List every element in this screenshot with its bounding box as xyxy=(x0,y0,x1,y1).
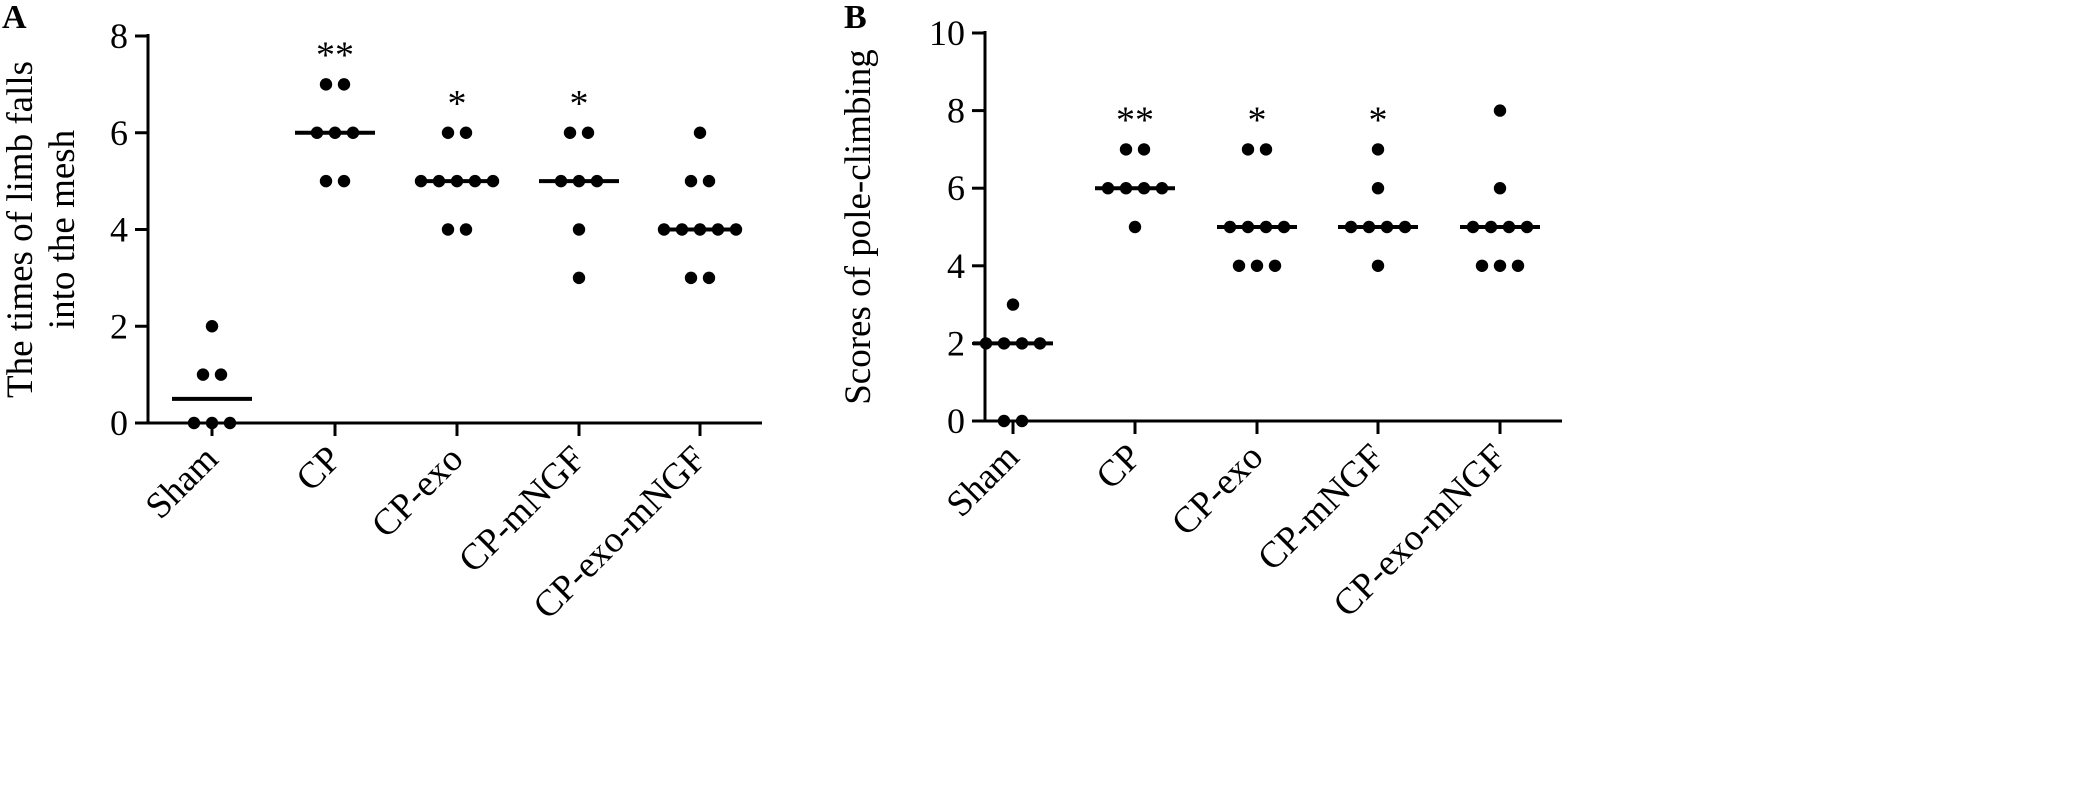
y-tick-label: 6 xyxy=(110,113,128,153)
y-tick-label: 4 xyxy=(110,210,128,250)
data-point xyxy=(459,126,473,139)
data-point xyxy=(1232,259,1246,272)
data-point xyxy=(1371,182,1385,195)
significance-marker: * xyxy=(448,83,467,125)
data-point xyxy=(1259,143,1273,156)
y-tick-label: 6 xyxy=(947,168,965,208)
data-point xyxy=(1250,259,1264,272)
y-tick-label: 2 xyxy=(947,323,965,363)
data-point xyxy=(214,368,228,381)
category-label: CP-exo xyxy=(364,438,471,545)
data-point xyxy=(572,223,586,236)
data-point xyxy=(1137,143,1151,156)
significance-marker: ** xyxy=(316,34,354,76)
data-point xyxy=(337,174,351,188)
data-point xyxy=(684,174,698,188)
data-point xyxy=(1119,143,1133,156)
data-point xyxy=(563,126,577,139)
data-point xyxy=(1493,104,1507,117)
data-point xyxy=(187,416,201,430)
data-point xyxy=(693,126,707,139)
significance-marker: ** xyxy=(1116,99,1154,141)
panel-letter: B xyxy=(844,0,867,36)
data-point xyxy=(1241,143,1255,156)
data-point xyxy=(441,126,455,139)
data-point xyxy=(1371,143,1385,156)
data-point xyxy=(459,223,473,236)
data-point xyxy=(196,368,210,381)
y-tick-label: 10 xyxy=(929,13,965,53)
data-point xyxy=(1475,259,1489,272)
significance-marker: * xyxy=(1248,99,1267,141)
data-point xyxy=(702,271,716,285)
data-point xyxy=(1268,259,1282,272)
y-tick-label: 2 xyxy=(110,306,128,346)
data-point xyxy=(337,78,351,91)
y-tick-label: 8 xyxy=(947,91,965,131)
data-point xyxy=(319,78,333,91)
chart-panel-a: A 0 2 4 6 8 The times of limb falls into the me… xyxy=(0,0,762,627)
data-point xyxy=(1006,298,1020,311)
significance-marker: * xyxy=(570,83,589,125)
data-point xyxy=(223,416,237,430)
category-label: Sham xyxy=(939,436,1028,525)
data-point xyxy=(319,174,333,188)
y-tick-label: 8 xyxy=(110,16,128,56)
data-point xyxy=(1493,259,1507,272)
y-axis-title: Scores of pole-climbing xyxy=(838,49,879,405)
data-point xyxy=(997,414,1011,428)
data-point xyxy=(702,174,716,188)
y-axis-title: into the mesh xyxy=(42,129,83,329)
data-point xyxy=(1128,220,1142,234)
y-tick-label: 4 xyxy=(947,246,965,286)
category-label: CP xyxy=(1088,436,1149,497)
data-point xyxy=(581,126,595,139)
y-tick-label: 0 xyxy=(947,401,965,441)
data-point xyxy=(1511,259,1525,272)
category-label: Sham xyxy=(138,438,227,527)
data-point xyxy=(572,271,586,285)
data-point xyxy=(1493,182,1507,195)
data-point xyxy=(441,223,455,236)
y-tick-label: 0 xyxy=(110,403,128,443)
category-label: CP xyxy=(288,438,349,499)
category-label: CP-exo xyxy=(1164,436,1271,543)
data-point xyxy=(1371,259,1385,272)
data-point xyxy=(684,271,698,285)
data-point xyxy=(1015,414,1029,428)
panel-letter: A xyxy=(2,0,27,36)
data-point xyxy=(205,320,219,333)
y-axis-title: The times of limb falls xyxy=(0,61,41,398)
significance-marker: * xyxy=(1369,99,1388,141)
data-point xyxy=(205,416,219,430)
